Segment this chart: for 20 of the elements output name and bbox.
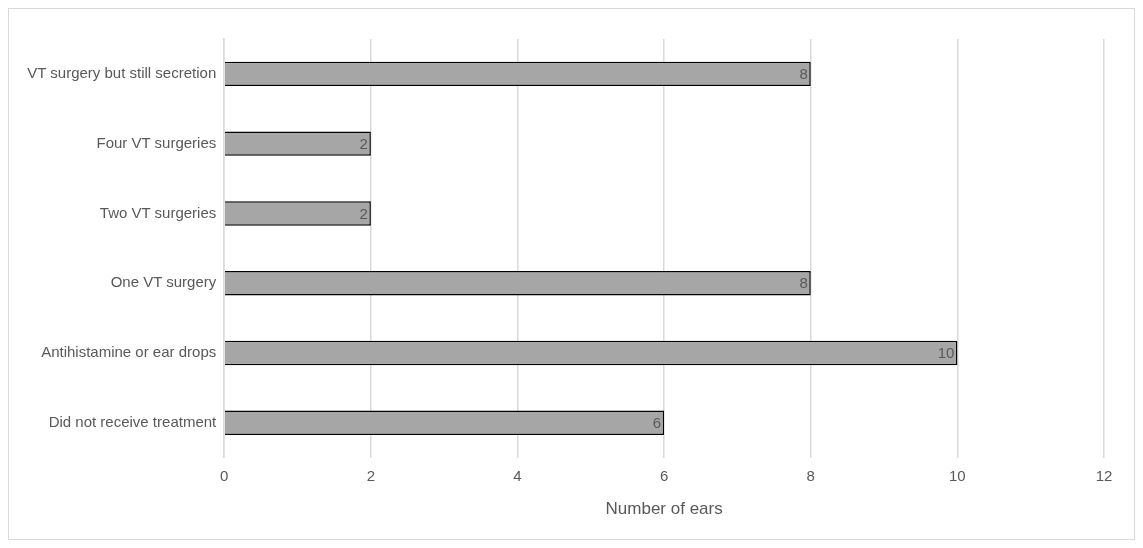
data-label: 8 — [799, 274, 808, 292]
data-label: 2 — [359, 204, 368, 222]
x-tick-label: 12 — [1095, 466, 1113, 484]
data-label: 2 — [359, 134, 368, 152]
data-label: 8 — [799, 65, 808, 83]
y-tick-label: Two VT surgeries — [99, 203, 217, 221]
x-tick-label: 4 — [513, 466, 522, 484]
x-axis-title: Number of ears — [605, 499, 723, 519]
x-tick-label: 8 — [806, 466, 815, 484]
x-tick-label: 6 — [659, 466, 669, 484]
x-tick-label: 0 — [220, 466, 229, 484]
y-tick-label: One VT surgery — [110, 273, 217, 291]
data-label: 6 — [652, 413, 662, 431]
x-tick-label: 2 — [366, 466, 376, 484]
data-label: 10 — [937, 344, 955, 362]
x-tick-label: 10 — [949, 466, 966, 484]
y-tick-label: Four VT surgeries — [96, 133, 217, 151]
y-tick-label: VT surgery but still secretion — [27, 64, 217, 82]
y-tick-label: Did not receive treatment — [48, 412, 218, 430]
y-tick-label: Antihistamine or ear drops — [41, 343, 217, 361]
